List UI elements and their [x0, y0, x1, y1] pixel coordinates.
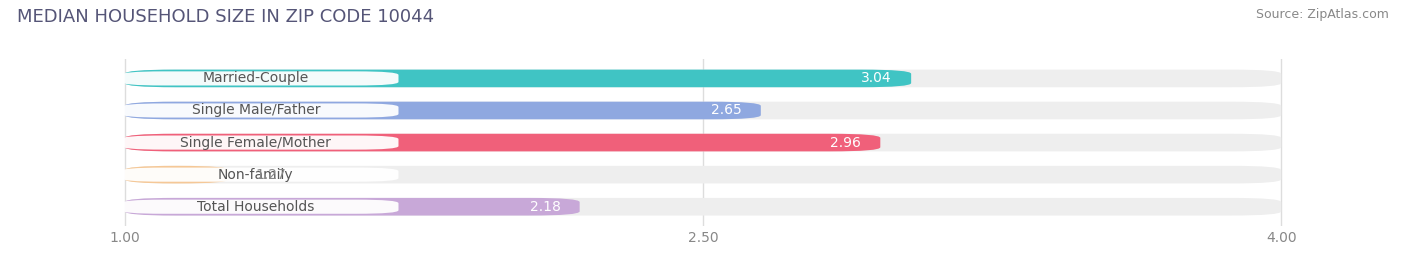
FancyBboxPatch shape — [125, 166, 229, 183]
Text: Single Female/Mother: Single Female/Mother — [180, 136, 332, 150]
FancyBboxPatch shape — [125, 134, 1281, 151]
FancyBboxPatch shape — [125, 70, 1281, 87]
Text: 3.04: 3.04 — [862, 72, 891, 86]
Text: MEDIAN HOUSEHOLD SIZE IN ZIP CODE 10044: MEDIAN HOUSEHOLD SIZE IN ZIP CODE 10044 — [17, 8, 434, 26]
Text: Single Male/Father: Single Male/Father — [191, 104, 321, 118]
FancyBboxPatch shape — [125, 134, 880, 151]
FancyBboxPatch shape — [125, 198, 579, 215]
FancyBboxPatch shape — [125, 198, 1281, 215]
Text: Total Households: Total Households — [197, 200, 315, 214]
FancyBboxPatch shape — [125, 102, 761, 119]
FancyBboxPatch shape — [121, 200, 398, 214]
FancyBboxPatch shape — [125, 70, 911, 87]
FancyBboxPatch shape — [121, 136, 398, 150]
Text: Non-family: Non-family — [218, 168, 294, 182]
Text: 1.27: 1.27 — [256, 168, 287, 182]
Text: 2.96: 2.96 — [830, 136, 860, 150]
Text: 2.65: 2.65 — [711, 104, 741, 118]
FancyBboxPatch shape — [121, 71, 398, 86]
Text: Married-Couple: Married-Couple — [202, 72, 309, 86]
FancyBboxPatch shape — [125, 166, 1281, 183]
Text: 2.18: 2.18 — [530, 200, 561, 214]
FancyBboxPatch shape — [121, 104, 398, 118]
FancyBboxPatch shape — [121, 168, 398, 182]
Text: Source: ZipAtlas.com: Source: ZipAtlas.com — [1256, 8, 1389, 21]
FancyBboxPatch shape — [125, 102, 1281, 119]
